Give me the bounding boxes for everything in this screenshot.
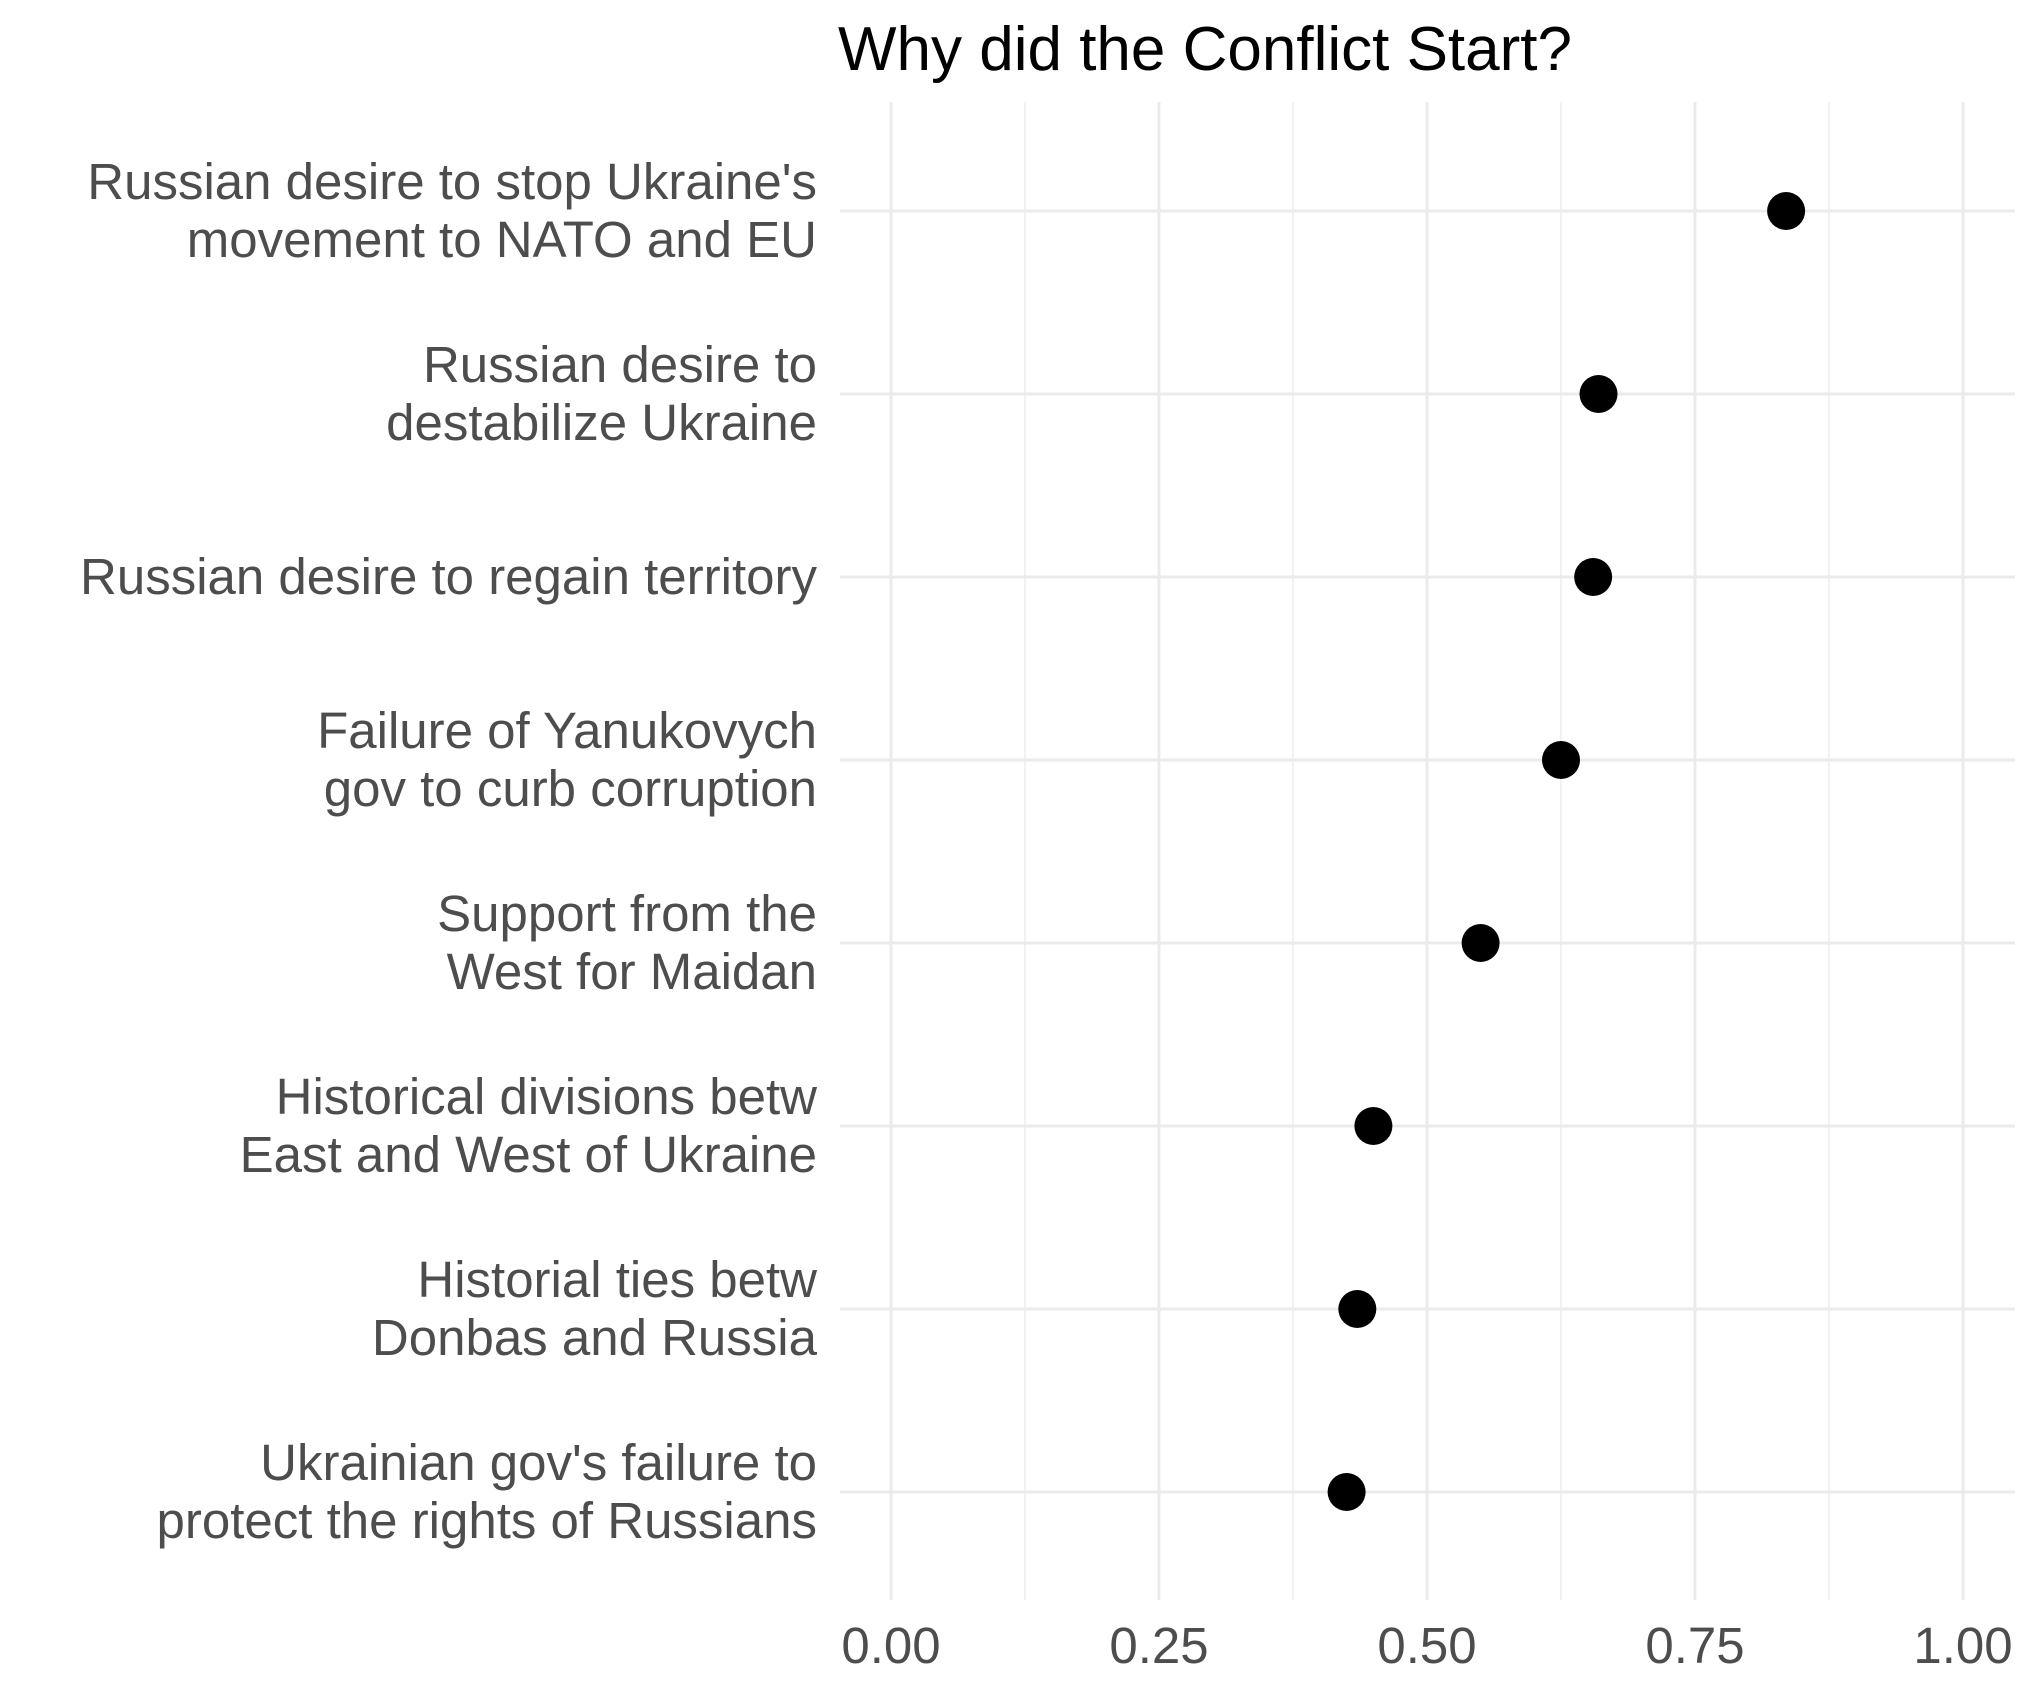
data-point (1542, 741, 1580, 779)
data-point (1767, 192, 1806, 230)
x-tick-label: 1.00 (1913, 1617, 2012, 1674)
x-tick-label: 0.50 (1377, 1617, 1476, 1674)
y-axis-category-labels: Russian desire to stop Ukraine's movement… (80, 153, 818, 1549)
category-label-line: Ukrainian gov's failure to (260, 1434, 817, 1491)
data-point (1461, 924, 1500, 962)
category-label-line: Historial ties betw (417, 1251, 817, 1308)
chart-title: Why did the Conflict Start? (838, 15, 1572, 84)
category-label-line: Russian desire to (423, 336, 817, 393)
category-label-line: West for Maidan (447, 943, 817, 1000)
x-tick-label: 0.75 (1645, 1617, 1744, 1674)
x-tick-label: 0.00 (841, 1617, 940, 1674)
category-label-line: East and West of Ukraine (240, 1126, 817, 1183)
data-point (1327, 1473, 1366, 1511)
category-label: Failure of Yanukovych gov to curb corrupt… (317, 702, 817, 817)
category-label-line: movement to NATO and EU (187, 211, 817, 268)
data-point (1338, 1290, 1377, 1328)
category-label-line: Russian desire to regain territory (80, 548, 817, 605)
x-tick-label: 0.25 (1109, 1617, 1208, 1674)
category-label: Historial ties betw Donbas and Russia (372, 1251, 818, 1366)
data-point (1574, 558, 1613, 596)
data-point (1354, 1107, 1393, 1145)
category-label: Russian desire to stop Ukraine's movement… (87, 153, 817, 268)
category-label: Support from the West for Maidan (437, 885, 817, 1000)
category-label: Historical divisions betw East and West o… (240, 1068, 818, 1183)
category-label-line: gov to curb corruption (324, 760, 817, 817)
category-label-line: Russian desire to stop Ukraine's (87, 153, 817, 210)
category-label: Russian desire to regain territory (80, 548, 817, 605)
x-axis-tick-labels: 0.00 0.25 0.50 0.75 1.00 (841, 1617, 2012, 1674)
category-label-line: Donbas and Russia (372, 1309, 818, 1366)
minor-gridlines (1024, 102, 1830, 1600)
category-label: Ukrainian gov's failure to protect the ri… (157, 1434, 818, 1549)
data-point (1579, 375, 1618, 413)
category-label-line: Historical divisions betw (276, 1068, 818, 1125)
category-label-line: destabilize Ukraine (386, 394, 817, 451)
category-label: Russian desire to destabilize Ukraine (386, 336, 817, 451)
category-label-line: Support from the (437, 885, 817, 942)
category-label-line: protect the rights of Russians (157, 1492, 818, 1549)
major-gridlines (840, 102, 2015, 1600)
category-label-line: Failure of Yanukovych (317, 702, 817, 759)
data-points (1327, 192, 1806, 1511)
